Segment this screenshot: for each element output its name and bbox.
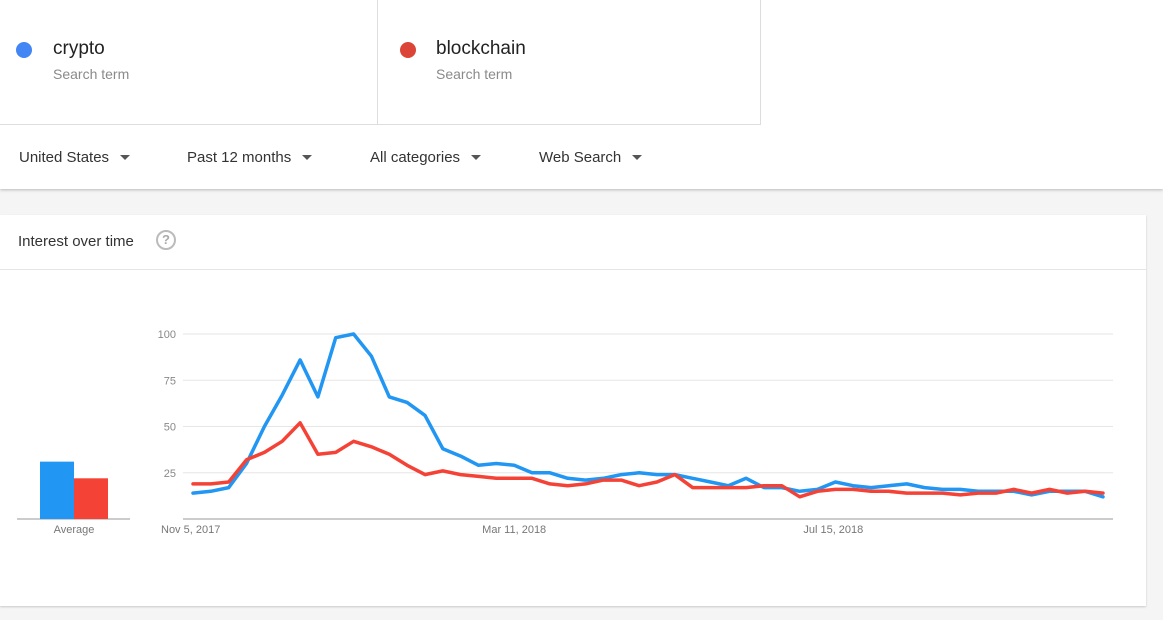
card-header: Interest over time ?	[0, 215, 1146, 270]
help-icon[interactable]: ?	[156, 230, 176, 250]
card-title: Interest over time	[18, 233, 134, 250]
interest-over-time-chart: 100 75 50 25 Nov 5, 2017 Mar 11, 2018 Jul 15, …	[17, 329, 1113, 536]
search-header: crypto Search term blockchain Search ter…	[0, 0, 1163, 189]
chevron-down-icon	[632, 155, 643, 160]
interest-over-time-card: Interest over time ?	[0, 215, 1146, 606]
average-bar-blockchain	[74, 478, 108, 519]
search-term-label: Search term	[436, 66, 513, 82]
y-tick-label: 50	[164, 422, 176, 434]
category-dropdown[interactable]: All categories	[370, 149, 482, 166]
region-dropdown-label: United States	[19, 149, 110, 166]
y-tick-label: 75	[164, 375, 176, 387]
region-dropdown[interactable]: United States	[19, 149, 131, 166]
y-tick-label: 100	[158, 329, 176, 341]
search-term-name: crypto	[53, 38, 105, 59]
search-term-label: Search term	[53, 66, 130, 82]
series-line-blockchain	[191, 421, 1105, 499]
x-tick-label: Mar 11, 2018	[482, 524, 546, 536]
series-color-dot	[400, 42, 416, 58]
time-range-dropdown[interactable]: Past 12 months	[187, 149, 313, 166]
category-dropdown-label: All categories	[370, 149, 461, 166]
chevron-down-icon	[120, 155, 131, 160]
y-tick-label: 25	[164, 468, 176, 480]
x-tick-label: Nov 5, 2017	[161, 524, 220, 536]
search-term-name: blockchain	[436, 38, 526, 59]
search-term-crypto[interactable]: crypto Search term	[0, 0, 378, 124]
average-bar-crypto	[40, 461, 74, 519]
search-terms: crypto Search term blockchain Search ter…	[0, 0, 761, 125]
search-type-dropdown[interactable]: Web Search	[539, 149, 643, 166]
average-label: Average	[54, 524, 95, 536]
series-line-crypto	[191, 332, 1105, 499]
search-type-dropdown-label: Web Search	[539, 149, 622, 166]
x-tick-label: Jul 15, 2018	[803, 524, 863, 536]
chevron-down-icon	[302, 155, 313, 160]
chevron-down-icon	[471, 155, 482, 160]
filter-bar: United States Past 12 months All categor…	[0, 125, 1163, 189]
series-color-dot	[16, 42, 32, 58]
search-term-blockchain[interactable]: blockchain Search term	[378, 0, 760, 124]
time-range-dropdown-label: Past 12 months	[187, 149, 292, 166]
